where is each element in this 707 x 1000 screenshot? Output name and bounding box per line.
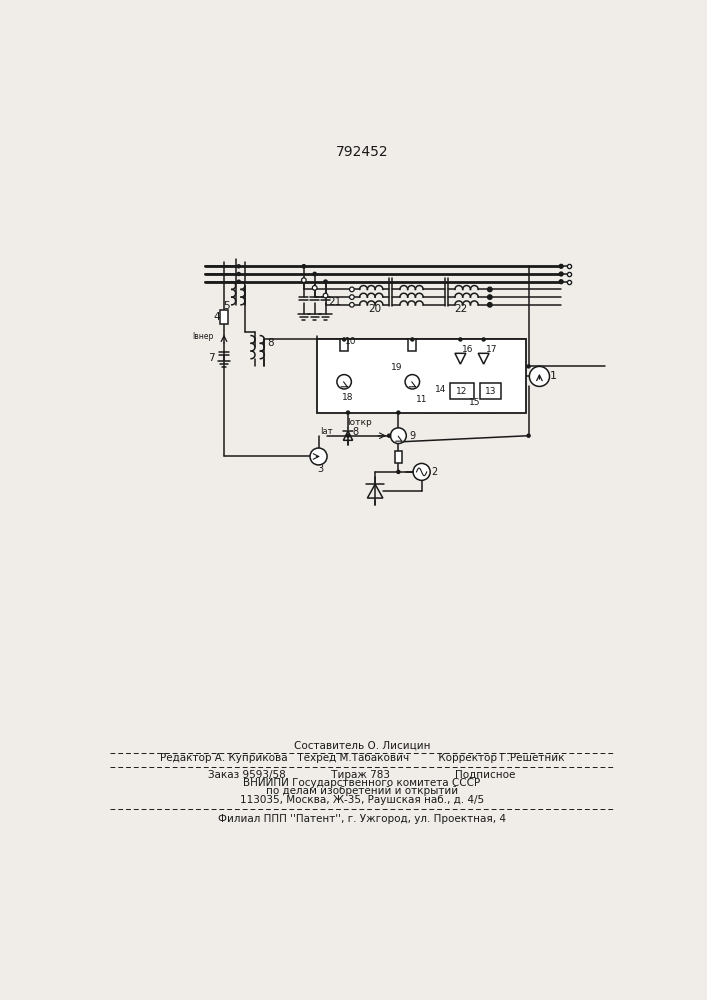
- Text: 113035, Москва, Ж-35, Раушская наб., д. 4/5: 113035, Москва, Ж-35, Раушская наб., д. …: [240, 795, 484, 805]
- Circle shape: [482, 338, 485, 341]
- Text: 4: 4: [213, 312, 220, 322]
- Bar: [317, 339, 526, 413]
- Text: 19: 19: [391, 363, 402, 372]
- Text: 22: 22: [454, 304, 467, 314]
- Text: 7: 7: [208, 353, 215, 363]
- Circle shape: [459, 338, 462, 341]
- Circle shape: [413, 463, 430, 480]
- Circle shape: [349, 302, 354, 307]
- Circle shape: [237, 280, 240, 283]
- Circle shape: [301, 278, 306, 282]
- Circle shape: [387, 434, 391, 437]
- Text: 15: 15: [469, 398, 480, 407]
- Circle shape: [527, 434, 530, 437]
- Text: 18: 18: [342, 393, 354, 402]
- Text: 792452: 792452: [336, 145, 388, 159]
- Circle shape: [488, 295, 492, 299]
- Text: 21: 21: [328, 297, 341, 307]
- Circle shape: [489, 296, 491, 299]
- Circle shape: [405, 375, 419, 389]
- Text: 10: 10: [344, 337, 356, 346]
- Circle shape: [313, 272, 316, 276]
- Text: 8: 8: [353, 427, 359, 437]
- Circle shape: [559, 264, 563, 268]
- Circle shape: [390, 428, 407, 444]
- Circle shape: [527, 365, 530, 368]
- Circle shape: [559, 280, 563, 284]
- Circle shape: [343, 338, 346, 341]
- Text: 14: 14: [435, 385, 446, 394]
- Text: 12: 12: [456, 387, 467, 396]
- Circle shape: [349, 295, 354, 299]
- Text: 9: 9: [409, 431, 416, 441]
- Circle shape: [488, 287, 492, 292]
- Text: по делам изобретений и открытий: по делам изобретений и открытий: [266, 786, 458, 796]
- Circle shape: [397, 411, 400, 414]
- Circle shape: [530, 366, 549, 386]
- Text: 1: 1: [550, 371, 557, 381]
- Text: ВНИИПИ Государственного комитета СССР: ВНИИПИ Государственного комитета СССР: [243, 778, 481, 788]
- Circle shape: [324, 280, 327, 283]
- Bar: [480, 383, 501, 399]
- Circle shape: [559, 272, 563, 276]
- Circle shape: [302, 265, 305, 268]
- Text: 11: 11: [416, 395, 427, 404]
- Text: 16: 16: [462, 345, 474, 354]
- Bar: [450, 383, 474, 399]
- Circle shape: [312, 286, 317, 290]
- Circle shape: [489, 303, 491, 306]
- Text: 2: 2: [431, 467, 437, 477]
- Circle shape: [346, 411, 349, 414]
- Text: Филиал ППП ''Патент'', г. Ужгород, ул. Проектная, 4: Филиал ППП ''Патент'', г. Ужгород, ул. П…: [218, 814, 506, 824]
- Circle shape: [397, 470, 400, 473]
- Text: Заказ 9593/58              Тираж 783                    Подписное: Заказ 9593/58 Тираж 783 Подписное: [209, 770, 515, 780]
- Text: Составитель О. Лисицин: Составитель О. Лисицин: [293, 740, 430, 750]
- Circle shape: [237, 272, 240, 276]
- Text: 8: 8: [267, 338, 274, 348]
- Bar: [409, 339, 416, 351]
- Circle shape: [411, 338, 414, 341]
- Text: 5: 5: [223, 301, 230, 311]
- Text: 20: 20: [368, 304, 382, 314]
- Circle shape: [337, 375, 351, 389]
- Text: Iоткр: Iоткр: [347, 418, 372, 427]
- Circle shape: [237, 265, 240, 268]
- Circle shape: [310, 448, 327, 465]
- Circle shape: [489, 288, 491, 291]
- Bar: [340, 339, 348, 351]
- Circle shape: [346, 434, 349, 437]
- Circle shape: [488, 302, 492, 307]
- Bar: [395, 451, 402, 463]
- Circle shape: [323, 293, 328, 298]
- Text: Редактор А. Куприкова   Техред М.Табакович         Корректор Г.Решетник: Редактор А. Куприкова Техред М.Табакович…: [160, 753, 564, 763]
- Text: Iат: Iат: [320, 427, 332, 436]
- Text: Iвнер: Iвнер: [192, 332, 213, 341]
- Text: 3: 3: [318, 464, 324, 474]
- Text: 17: 17: [486, 345, 497, 354]
- Bar: [220, 310, 228, 324]
- Text: 13: 13: [485, 387, 496, 396]
- Circle shape: [349, 287, 354, 292]
